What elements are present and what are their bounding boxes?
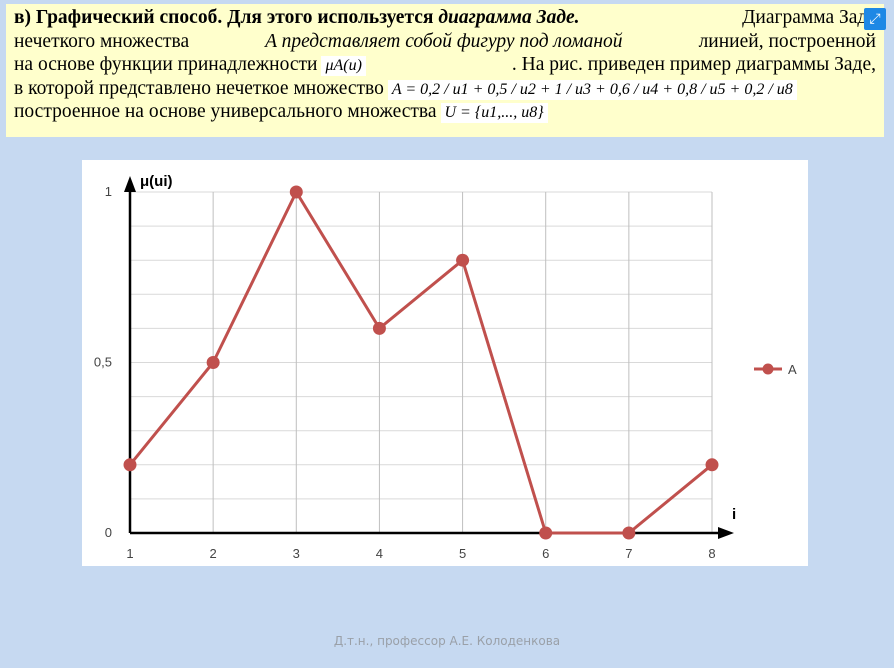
x-tick-label: 8 bbox=[708, 546, 715, 561]
x-tick-label: 7 bbox=[625, 546, 632, 561]
x-axis-arrow bbox=[718, 527, 734, 539]
expand-button[interactable]: ⤢ bbox=[864, 8, 886, 30]
text-line-5-a: построенное на основе универсального мно… bbox=[14, 101, 437, 122]
zadeh-diagram-chart: 0 0,5 1 1 2 3 4 5 6 7 8 μ(ui) i A bbox=[82, 160, 808, 566]
y-axis-arrow bbox=[124, 176, 136, 192]
text-line-2: нечеткого множества A представляет собой… bbox=[14, 30, 876, 54]
description-text-block: в) Графический способ. Для этого использ… bbox=[6, 4, 884, 137]
x-tick-label: 4 bbox=[376, 546, 383, 561]
method-heading: в) Графический способ. Для этого использ… bbox=[14, 7, 439, 28]
x-tick-label: 1 bbox=[126, 546, 133, 561]
data-point bbox=[206, 356, 220, 369]
x-tick-label: 2 bbox=[210, 546, 217, 561]
y-tick-label: 0 bbox=[105, 525, 112, 540]
data-point bbox=[622, 526, 636, 540]
text-line-3-a: на основе функции принадлежности bbox=[14, 54, 318, 75]
legend-marker bbox=[762, 363, 774, 375]
membership-function-formula: μA(u) bbox=[321, 56, 366, 76]
x-tick-label: 6 bbox=[542, 546, 549, 561]
x-axis-label: i bbox=[732, 506, 736, 523]
text-line-5: построенное на основе универсального мно… bbox=[14, 100, 876, 124]
series-line-A bbox=[128, 190, 713, 535]
y-axis-label: μ(ui) bbox=[140, 173, 173, 190]
footer-author: Д.т.н., профессор А.Е. Колоденкова bbox=[333, 634, 561, 648]
data-point bbox=[705, 458, 719, 472]
legend-label: A bbox=[788, 362, 797, 377]
expand-icon: ⤢ bbox=[869, 11, 881, 27]
text-line-2-a: нечеткого множества bbox=[14, 30, 190, 52]
text-line-2-b: линией, построенной bbox=[698, 30, 876, 52]
x-tick-label: 3 bbox=[293, 546, 300, 561]
x-tick-label: 5 bbox=[459, 546, 466, 561]
data-point bbox=[289, 185, 303, 199]
data-point bbox=[123, 458, 137, 472]
zadeh-diagram-term: диаграмма Заде. bbox=[438, 7, 580, 28]
data-point bbox=[456, 253, 470, 267]
data-point bbox=[372, 321, 386, 335]
text-line-4: в которой представлено нечеткое множеств… bbox=[14, 77, 876, 101]
y-tick-label: 0,5 bbox=[94, 355, 112, 370]
universal-set-formula: U = {u1,..., u8} bbox=[440, 103, 548, 123]
text-line-3: на основе функции принадлежности μA(u) . Н… bbox=[14, 53, 876, 77]
text-line-1: в) Графический способ. Для этого использ… bbox=[14, 6, 876, 30]
text-line-2-italic: A представляет собой фигуру под ломаной bbox=[265, 30, 623, 52]
text-line-3-b: . На рис. приведен пример диаграммы Заде… bbox=[511, 54, 876, 75]
y-tick-label: 1 bbox=[105, 184, 112, 199]
text-line-4-a: в которой представлено нечеткое множеств… bbox=[14, 77, 384, 99]
text-line-1-rest: Диаграмма Заде bbox=[742, 7, 876, 28]
data-point bbox=[539, 526, 553, 540]
fuzzy-set-formula: A = 0,2 / u1 + 0,5 / u2 + 1 / u3 + 0,6 /… bbox=[387, 79, 797, 100]
chart-svg: 0 0,5 1 1 2 3 4 5 6 7 8 μ(ui) i A bbox=[94, 173, 797, 561]
